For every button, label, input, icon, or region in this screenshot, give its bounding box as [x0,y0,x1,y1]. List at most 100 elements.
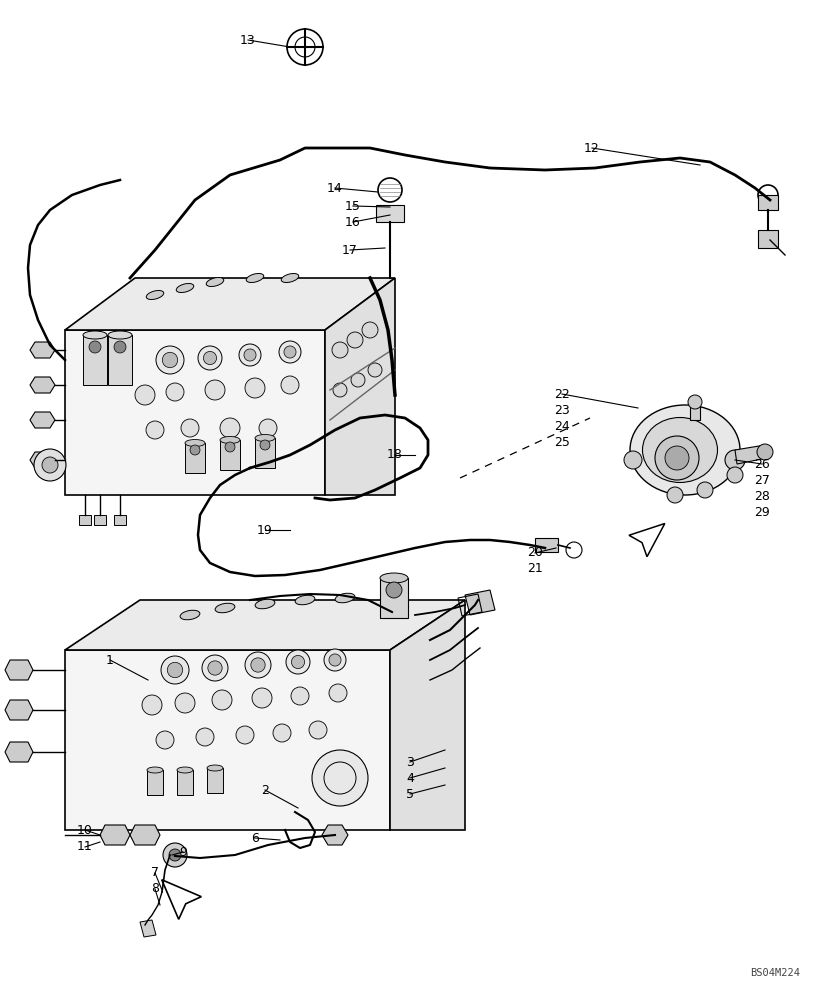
Ellipse shape [630,405,740,495]
Circle shape [161,656,189,684]
Polygon shape [65,650,390,830]
Text: 28: 28 [754,489,770,502]
Ellipse shape [220,436,240,444]
Ellipse shape [108,331,132,339]
Ellipse shape [215,603,235,613]
Ellipse shape [380,573,408,583]
Polygon shape [140,920,156,937]
Ellipse shape [206,277,224,287]
Circle shape [245,378,265,398]
Polygon shape [108,335,132,385]
Polygon shape [100,825,130,845]
Polygon shape [30,342,55,358]
Polygon shape [114,515,126,525]
Circle shape [281,376,299,394]
Circle shape [324,649,346,671]
Circle shape [245,652,271,678]
Text: 18: 18 [387,448,403,462]
Circle shape [362,322,378,338]
Circle shape [244,349,256,361]
Polygon shape [30,452,55,468]
Text: 15: 15 [345,200,361,213]
Circle shape [667,487,683,503]
Circle shape [205,380,225,400]
Polygon shape [690,405,700,420]
Circle shape [329,684,347,702]
Text: 4: 4 [406,772,414,784]
Circle shape [252,688,272,708]
Text: 1: 1 [106,654,114,666]
Circle shape [89,341,101,353]
Text: 20: 20 [527,546,543,560]
Circle shape [212,690,232,710]
Polygon shape [30,377,55,393]
Circle shape [727,467,743,483]
Circle shape [42,457,58,473]
Polygon shape [735,445,767,464]
Text: 26: 26 [754,458,770,471]
Circle shape [260,440,270,450]
Circle shape [312,750,368,806]
Ellipse shape [147,767,163,773]
Circle shape [239,344,261,366]
Polygon shape [390,600,465,830]
Ellipse shape [643,418,718,483]
Circle shape [757,444,773,460]
Circle shape [204,351,217,365]
Circle shape [287,29,323,65]
Text: 9: 9 [179,846,187,858]
Ellipse shape [146,290,164,300]
Circle shape [688,395,702,409]
Ellipse shape [177,767,193,773]
Text: 27: 27 [754,474,770,487]
Polygon shape [83,335,107,385]
Circle shape [284,346,296,358]
Text: 10: 10 [77,824,93,836]
Circle shape [220,418,240,438]
Circle shape [175,693,195,713]
Circle shape [198,346,222,370]
Ellipse shape [246,273,264,283]
Circle shape [566,542,582,558]
Text: 21: 21 [527,562,543,576]
Text: 12: 12 [584,141,600,154]
Polygon shape [465,590,495,615]
Ellipse shape [185,440,205,446]
Circle shape [386,582,402,598]
Circle shape [190,445,200,455]
Polygon shape [255,438,275,468]
Circle shape [208,661,222,675]
Circle shape [286,650,310,674]
Circle shape [250,658,265,672]
Text: 16: 16 [345,216,361,229]
Circle shape [162,352,178,368]
Circle shape [329,654,341,666]
Circle shape [167,662,183,678]
Text: 14: 14 [327,182,343,194]
Circle shape [273,724,291,742]
Circle shape [166,383,184,401]
Circle shape [156,731,174,749]
Text: BS04M224: BS04M224 [750,968,800,978]
Circle shape [196,728,214,746]
Circle shape [114,341,126,353]
Circle shape [332,342,348,358]
Circle shape [697,482,713,498]
Circle shape [624,451,642,469]
Circle shape [34,449,66,481]
Polygon shape [65,330,325,495]
Ellipse shape [335,593,355,603]
Text: 5: 5 [406,788,414,800]
Text: 13: 13 [240,33,256,46]
Circle shape [279,341,301,363]
Polygon shape [5,660,33,680]
Circle shape [135,385,155,405]
Circle shape [347,332,363,348]
Circle shape [378,178,402,202]
Text: 11: 11 [77,840,93,854]
Circle shape [725,450,745,470]
Polygon shape [147,770,163,795]
Circle shape [758,185,778,205]
Polygon shape [322,825,348,845]
Circle shape [236,726,254,744]
